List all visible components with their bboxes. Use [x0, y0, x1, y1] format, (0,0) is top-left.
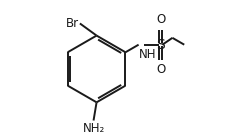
Text: O: O [156, 63, 165, 76]
Text: S: S [156, 38, 165, 52]
Text: NH₂: NH₂ [82, 122, 105, 135]
Text: O: O [156, 13, 165, 26]
Text: Br: Br [66, 17, 79, 30]
Text: NH: NH [139, 49, 157, 61]
